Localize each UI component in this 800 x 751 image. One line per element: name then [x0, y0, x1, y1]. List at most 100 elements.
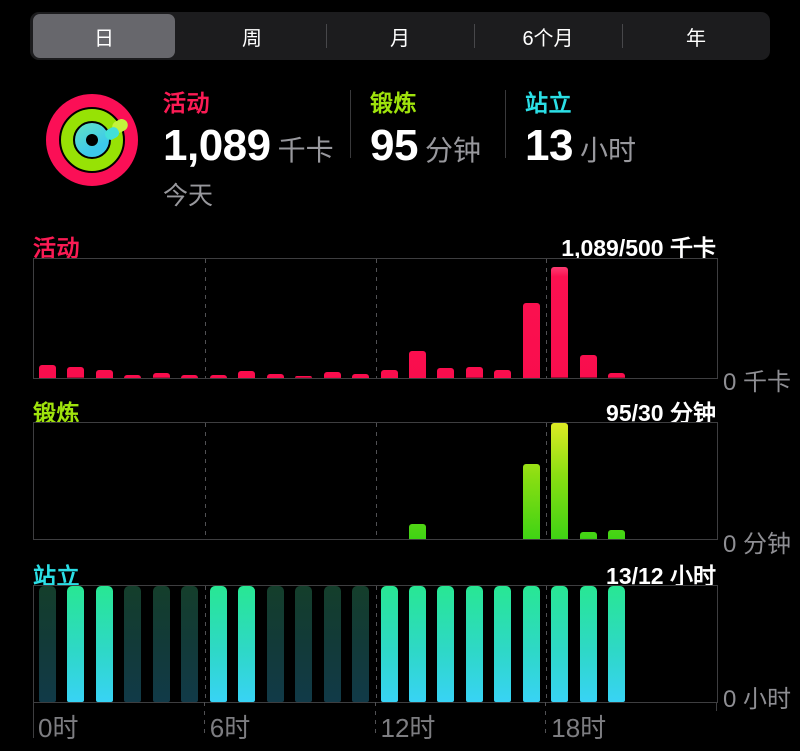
stand-bar-hour-15 — [465, 586, 483, 702]
axis-line-6h — [203, 702, 205, 738]
period-segmented-control: 日 周 月 6个月 年 — [30, 12, 770, 60]
stand-bar-hour-13 — [408, 586, 426, 702]
exercise-zero-label: 0 分钟 — [723, 531, 792, 558]
tab-week[interactable]: 周 — [178, 12, 326, 60]
segment-divider — [622, 24, 623, 48]
stand-bar-hour-20 — [608, 586, 626, 702]
x-tick-0h: 0时 — [38, 713, 79, 743]
exercise-bar-hour-20 — [608, 529, 626, 539]
activity-rings-icon — [46, 94, 138, 186]
activity-bar-hour-6 — [209, 375, 227, 378]
stand-bar-hour-0 — [39, 586, 56, 702]
activity-bar-hour-8 — [266, 373, 284, 378]
gridline-18h — [546, 259, 548, 378]
axis-line-12h — [374, 702, 376, 738]
activity-bar-hour-11 — [352, 373, 370, 378]
stand-bar-hour-2 — [95, 586, 113, 702]
stand-bar-hour-17 — [522, 586, 540, 702]
activity-bar-hour-18 — [551, 267, 569, 378]
activity-chart-header: 活动 1,089/500 千卡 — [33, 229, 716, 261]
activity-bar-hour-20 — [608, 373, 626, 378]
activity-goal-text: 1,089/500 千卡 — [561, 235, 716, 261]
activity-bar-hour-0 — [39, 364, 56, 378]
exercise-label: 锻炼 — [370, 90, 417, 116]
stand-bar-hour-14 — [437, 586, 455, 702]
activity-chart-plot — [33, 258, 718, 379]
gridline-12h — [375, 259, 377, 378]
stand-bar-hour-3 — [124, 586, 142, 702]
stand-bar-hour-8 — [266, 586, 284, 702]
activity-bar-hour-1 — [67, 367, 85, 378]
stand-summary: 站立 13 小时 — [525, 84, 636, 171]
activity-bar-hour-15 — [465, 367, 483, 378]
tab-month[interactable]: 月 — [326, 12, 474, 60]
activity-bar-hour-16 — [494, 369, 512, 378]
date-label: 今天 — [163, 182, 214, 210]
stand-goal-text: 13/12 小时 — [606, 563, 716, 589]
exercise-bar-hour-13 — [408, 523, 426, 539]
stand-bar-hour-6 — [209, 586, 227, 702]
stand-bar-hour-11 — [352, 586, 370, 702]
activity-zero-label: 0 千卡 — [723, 369, 792, 396]
x-tick-6h: 6时 — [209, 713, 251, 743]
exercise-chart-header: 锻炼 95/30 分钟 — [33, 394, 716, 426]
activity-bar-hour-12 — [380, 369, 398, 378]
tab-year-label: 年 — [686, 27, 706, 50]
stand-chart-title: 站立 — [33, 563, 80, 589]
gridline-6h — [204, 586, 206, 702]
tab-6months[interactable]: 6个月 — [474, 12, 622, 60]
stand-value: 13 — [525, 121, 573, 170]
exercise-bar-hour-18 — [551, 423, 569, 539]
x-tick-18h: 18时 — [551, 713, 607, 743]
stand-chart-header: 站立 13/12 小时 — [33, 557, 716, 589]
exercise-bar-hour-17 — [522, 463, 540, 539]
tab-day[interactable]: 日 — [30, 12, 178, 60]
gridline-18h — [546, 586, 548, 702]
selected-segment-highlight — [33, 14, 175, 58]
activity-chart-title: 活动 — [33, 235, 80, 261]
x-tick-12h: 12时 — [380, 713, 436, 743]
activity-summary: 活动 1,089 千卡 今天 — [163, 84, 334, 212]
tab-year[interactable]: 年 — [622, 12, 770, 60]
activity-label: 活动 — [163, 90, 210, 116]
exercise-chart-plot — [33, 422, 718, 540]
activity-bar-hour-4 — [152, 373, 170, 378]
tab-6months-label: 6个月 — [522, 27, 574, 50]
x-axis: 0时 6时 12时 18时 — [33, 702, 717, 743]
stand-bar-hour-18 — [551, 586, 569, 702]
exercise-chart-title: 锻炼 — [33, 400, 80, 426]
segment-divider — [326, 24, 327, 48]
summary-divider — [505, 90, 506, 158]
gridline-6h — [204, 423, 206, 539]
activity-bar-hour-5 — [181, 375, 199, 378]
gridline-18h — [546, 423, 548, 539]
stand-chart-plot — [33, 585, 718, 703]
stand-bar-hour-9 — [295, 586, 313, 702]
activity-bar-hour-17 — [522, 303, 540, 378]
activity-bar-hour-14 — [437, 367, 455, 378]
stand-bar-hour-19 — [579, 586, 597, 702]
activity-bar-hour-10 — [323, 372, 341, 378]
stand-zero-label: 0 小时 — [723, 686, 792, 713]
gridline-12h — [375, 586, 377, 702]
stand-unit: 小时 — [579, 135, 636, 166]
tab-day-label: 日 — [94, 27, 114, 50]
summary-divider — [350, 90, 351, 158]
stand-bar-hour-1 — [67, 586, 85, 702]
tab-week-label: 周 — [242, 27, 262, 50]
exercise-unit: 分钟 — [424, 135, 481, 166]
stand-bar-hour-5 — [181, 586, 199, 702]
axis-line-18h — [545, 702, 547, 738]
stand-bar-hour-7 — [238, 586, 256, 702]
activity-bar-hour-3 — [124, 375, 142, 378]
stand-label: 站立 — [525, 90, 572, 116]
axis-line-right-edge — [716, 702, 717, 711]
exercise-bar-hour-19 — [579, 532, 597, 539]
activity-bar-hour-19 — [579, 355, 597, 378]
gridline-6h — [204, 259, 206, 378]
activity-bar-hour-13 — [408, 350, 426, 378]
stand-bar-hour-12 — [380, 586, 398, 702]
rings-center — [86, 134, 98, 146]
gridline-12h — [375, 423, 377, 539]
